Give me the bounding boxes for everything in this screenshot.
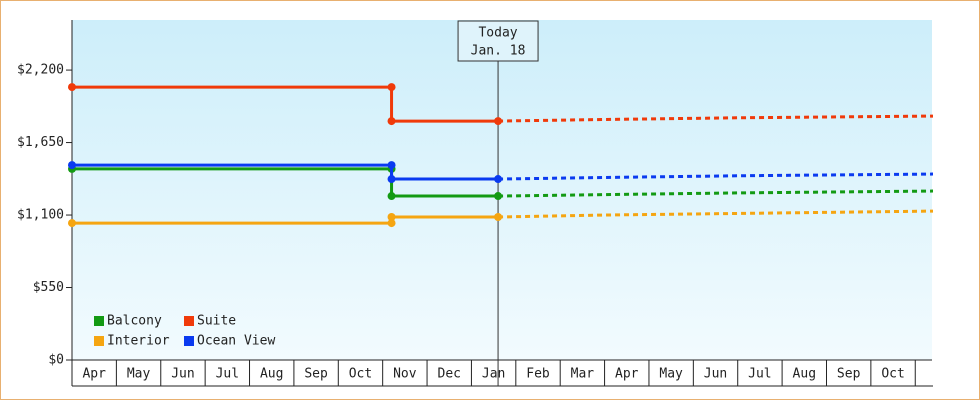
forecast-line [498,172,934,181]
point [68,161,76,170]
x-tick-label: Sep [304,367,328,382]
annotation-text: Jan. 18 [471,44,526,59]
legend-label: Ocean View [197,334,275,349]
point [387,192,396,201]
legend-label: Balcony [107,314,162,329]
x-tick-label: Jul [216,367,239,382]
point [387,175,396,184]
x-tick-label: Aug [793,367,816,382]
legend-swatch [184,316,194,326]
point [387,219,396,228]
point [68,83,76,92]
x-tick-label: Jun [704,367,727,382]
y-tick-label: $0 [48,353,64,368]
point [494,192,503,201]
legend-label: Suite [197,314,236,329]
y-tick-label: $2,200 [17,63,64,78]
y-tick-label: $1,100 [17,208,64,223]
x-tick-label: Apr [82,367,106,382]
x-tick-label: Jan [482,367,505,382]
y-tick-label: $550 [33,280,64,295]
point [494,213,503,222]
legend-label: Interior [107,334,170,349]
point [494,117,503,126]
x-tick-label: Mar [571,367,595,382]
x-tick-label: Nov [393,367,417,382]
x-tick-label: May [659,367,683,382]
plot-area [72,20,932,360]
point [387,117,396,126]
legend-swatch [94,316,104,326]
x-tick-label: Feb [526,367,550,382]
x-tick-label: May [127,367,151,382]
series-line [72,85,499,123]
point [387,213,396,222]
forecast-line [498,209,934,219]
legend-swatch [94,336,104,346]
point [68,219,76,228]
y-tick-label: $1,650 [17,135,64,150]
forecast-line [498,114,934,123]
x-tick-label: Dec [438,367,461,382]
x-tick-label: Oct [881,367,904,382]
point [387,161,396,170]
x-tick-label: Jul [748,367,771,382]
legend-swatch [184,336,194,346]
point [387,83,396,92]
annotation-text: Today [478,26,517,41]
x-tick-label: Sep [837,367,861,382]
annotation-box [457,20,539,62]
x-tick-label: Oct [349,367,372,382]
forecast-line [498,189,934,198]
series-line [72,163,499,181]
point [494,175,503,184]
x-tick-label: Apr [615,367,639,382]
x-tick-label: Jun [171,367,194,382]
x-tick-label: Aug [260,367,283,382]
